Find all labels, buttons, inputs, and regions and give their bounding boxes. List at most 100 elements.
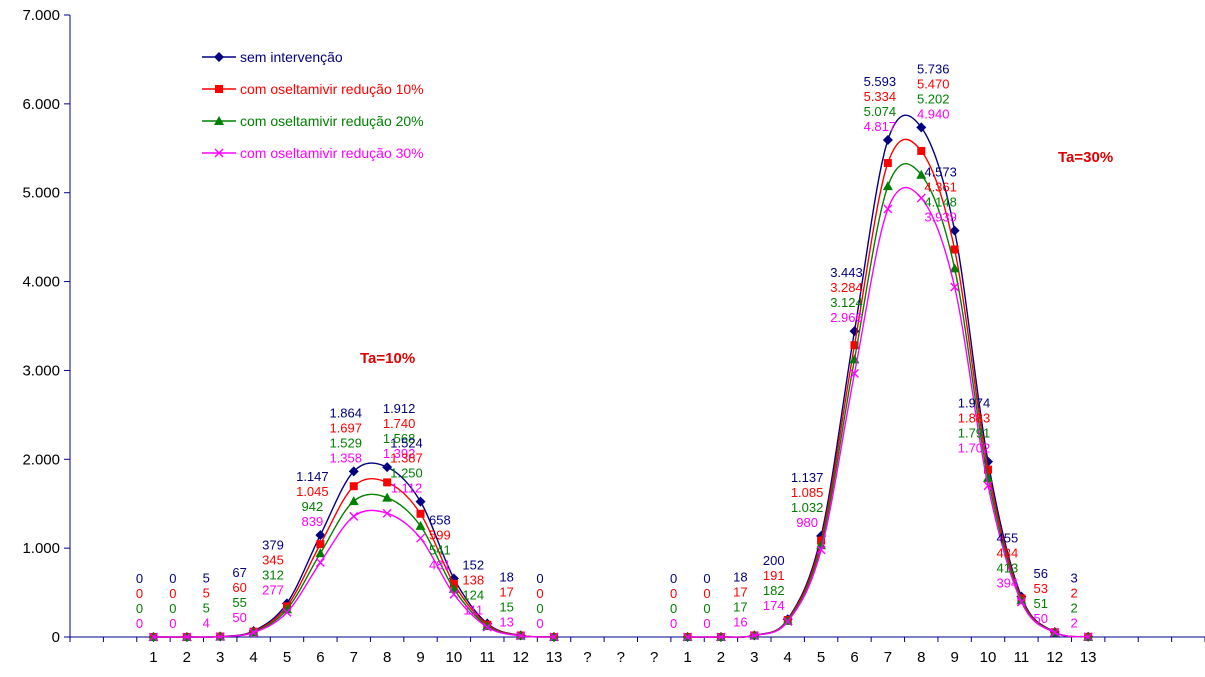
- ta10-data-label: 1.912: [383, 401, 416, 416]
- ta30-data-point: [883, 204, 893, 214]
- y-tick-label: 1.000: [22, 540, 60, 557]
- y-tick-label: 5.000: [22, 185, 60, 202]
- ta10-data-point: [148, 632, 158, 642]
- ta10-data-label: 541: [429, 543, 451, 558]
- ta10-data-label: 0: [536, 616, 543, 631]
- ta10-data-label: 138: [462, 572, 484, 587]
- ta30-data-label: 2: [1071, 616, 1078, 631]
- x-tick-label: 6: [316, 649, 324, 666]
- ta30-data-label: 0: [670, 601, 677, 616]
- ta10-data-label: 60: [232, 580, 246, 595]
- y-tick-label: 4.000: [22, 274, 60, 291]
- ta10-data-point: [416, 533, 426, 543]
- ta10-data-label: 379: [262, 537, 284, 552]
- ta30-data-point: [916, 193, 926, 203]
- legend-label: sem intervenção: [240, 49, 343, 65]
- ta10-data-point: [449, 589, 459, 599]
- x-tick-label: 6: [850, 649, 858, 666]
- ta10-data-label: 1.112: [391, 481, 423, 496]
- ta30-data-label: 0: [703, 586, 710, 601]
- legend-marker: [215, 85, 223, 93]
- ta30-data-label: 455: [997, 531, 1019, 546]
- ta10-data-label: 481: [429, 558, 451, 573]
- ta30-data-label: 3.443: [830, 265, 863, 280]
- ta30-data-point: [782, 615, 793, 625]
- ta30-data-label: 182: [763, 583, 785, 598]
- ta10-data-point: [315, 557, 325, 567]
- ta10-data-point: [349, 482, 358, 491]
- x-tick-label: 13: [1080, 649, 1097, 666]
- ta10-data-label: 152: [462, 557, 484, 572]
- ta10-data-label: 1.529: [329, 435, 362, 450]
- ta10-data-label: 18: [499, 569, 513, 584]
- ta10-data-point: [282, 607, 292, 617]
- ta10-data-point: [348, 466, 359, 477]
- ta10-series-line-3: [153, 509, 555, 638]
- ta30-data-label: 56: [1034, 566, 1048, 581]
- ta10-data-point: [383, 478, 392, 487]
- ta30-series-line-3: [687, 186, 1089, 638]
- ta10-data-label: 1.568: [383, 431, 416, 446]
- ta30-data-point: [949, 225, 960, 236]
- ta30-data-point: [749, 631, 759, 641]
- annotation-ta30: Ta=30%: [1058, 149, 1113, 166]
- ta10-data-point: [349, 511, 359, 521]
- ta30-data-point: [1050, 628, 1060, 638]
- x-tick-label: 3: [750, 649, 758, 666]
- x-tick-label: 12: [512, 649, 529, 666]
- ta10-data-label: 345: [262, 552, 284, 567]
- ta10-data-point: [215, 632, 225, 642]
- y-tick-label: 2.000: [22, 451, 60, 468]
- ta10-data-label: 5: [203, 571, 210, 586]
- x-tick-label: 11: [479, 649, 495, 666]
- ta30-data-label: 0: [670, 571, 677, 586]
- y-tick-label: 7.000: [22, 7, 60, 24]
- ta10-data-label: 1.392: [383, 446, 416, 461]
- x-tick-label: ?: [650, 649, 658, 666]
- ta30-data-label: 5.334: [864, 89, 897, 104]
- ta10-data-label: 0: [536, 586, 543, 601]
- ta30-data-point: [950, 245, 959, 254]
- ta30-data-label: 1.085: [791, 485, 824, 500]
- ta10-data-label: 4: [203, 616, 210, 631]
- annotation-ta10: Ta=10%: [360, 350, 415, 367]
- legend-marker: [214, 52, 224, 62]
- ta30-data-label: 4.361: [924, 180, 957, 195]
- legend-marker: [214, 148, 224, 158]
- ta30-data-label: 434: [997, 546, 1019, 561]
- ta30-data-point: [917, 146, 926, 155]
- ta10-data-label: 111: [463, 602, 483, 617]
- ta30-data-label: 4.148: [924, 195, 957, 210]
- ta30-data-label: 1.032: [791, 500, 824, 515]
- ta30-data-point: [984, 465, 993, 474]
- ta30-data-label: 1.137: [791, 470, 824, 485]
- x-tick-label: 3: [216, 649, 224, 666]
- ta30-data-point: [916, 122, 927, 133]
- ta30-data-label: 1.883: [958, 411, 991, 426]
- ta30-data-label: 51: [1034, 596, 1048, 611]
- legend-label: com oseltamivir redução 10%: [240, 81, 424, 97]
- ta10-data-point: [516, 631, 526, 641]
- ta30-data-label: 18: [733, 569, 747, 584]
- ta10-data-point: [415, 496, 426, 507]
- ta10-data-label: 5: [203, 586, 210, 601]
- ta10-data-point: [315, 530, 326, 541]
- ta10-data-label: 312: [262, 567, 284, 582]
- ta10-data-label: 1.045: [296, 484, 329, 499]
- ta30-data-point: [816, 545, 826, 555]
- ta30-data-label: 17: [733, 599, 747, 614]
- x-tick-label: 1: [683, 649, 691, 666]
- ta30-data-label: 5.470: [917, 76, 950, 91]
- ta10-data-label: 55: [232, 595, 246, 610]
- ta10-data-label: 277: [262, 582, 284, 597]
- ta10-data-label: 942: [302, 499, 324, 514]
- ta10-data-label: 1.358: [329, 450, 362, 465]
- x-tick-label: 5: [817, 649, 825, 666]
- ta10-data-label: 0: [169, 586, 176, 601]
- ta30-data-label: 3.284: [830, 280, 863, 295]
- ta10-data-label: 50: [232, 610, 246, 625]
- ta30-data-point: [883, 159, 892, 168]
- ta10-data-point: [281, 604, 292, 614]
- ta30-data-label: 0: [703, 571, 710, 586]
- ta10-data-label: 658: [429, 513, 451, 528]
